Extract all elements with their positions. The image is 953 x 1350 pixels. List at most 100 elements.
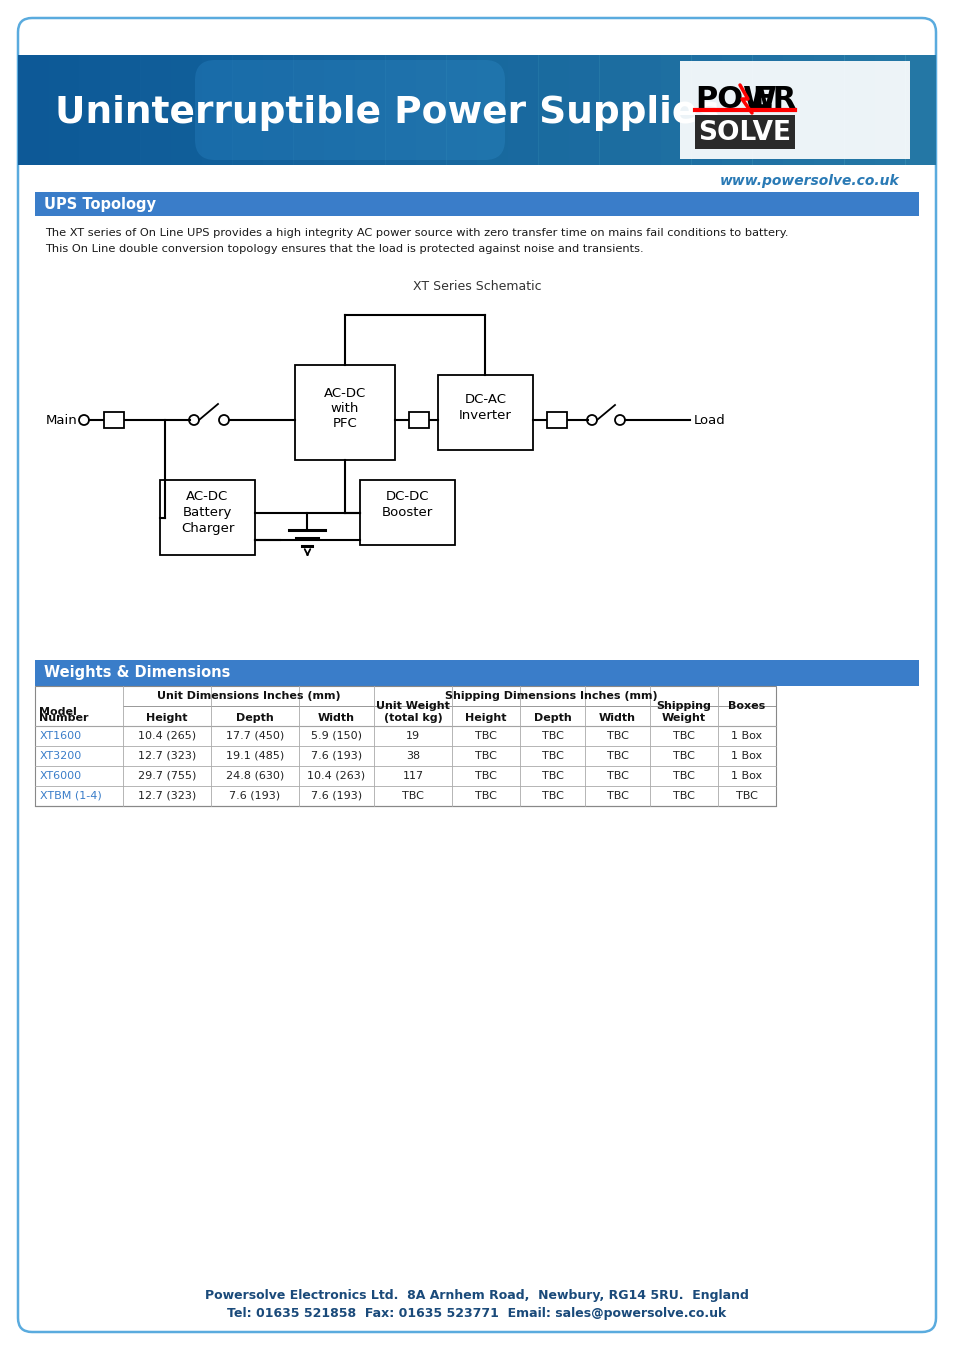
- Bar: [546, 412, 566, 428]
- Text: DC-DC: DC-DC: [385, 490, 429, 504]
- Text: SOLVE: SOLVE: [698, 120, 791, 146]
- Text: TBC: TBC: [673, 730, 694, 741]
- Text: 1 Box: 1 Box: [731, 730, 761, 741]
- Bar: [35, 660, 918, 686]
- Bar: [110, 55, 141, 165]
- Text: AC-DC: AC-DC: [323, 387, 366, 400]
- Text: This On Line double conversion topology ensures that the load is protected again: This On Line double conversion topology …: [45, 244, 643, 254]
- Text: TBC: TBC: [541, 771, 563, 782]
- FancyBboxPatch shape: [18, 18, 935, 1332]
- Text: Uninterruptible Power Supplies: Uninterruptible Power Supplies: [55, 95, 719, 131]
- Text: 12.7 (323): 12.7 (323): [138, 791, 196, 801]
- Bar: [35, 686, 775, 806]
- Text: DC-AC: DC-AC: [464, 393, 506, 406]
- Bar: [659, 55, 691, 165]
- Bar: [752, 55, 782, 165]
- Text: 10.4 (263): 10.4 (263): [307, 771, 365, 782]
- Bar: [201, 55, 233, 165]
- Text: www.powersolve.co.uk: www.powersolve.co.uk: [720, 174, 899, 188]
- Bar: [679, 61, 909, 159]
- Text: TBC: TBC: [606, 751, 628, 761]
- Bar: [537, 55, 569, 165]
- Text: TBC: TBC: [606, 791, 628, 801]
- Bar: [49, 55, 79, 165]
- Bar: [385, 55, 416, 165]
- Bar: [18, 55, 935, 165]
- Text: XTBM (1-4): XTBM (1-4): [40, 791, 102, 801]
- Text: Powersolve Electronics Ltd.  8A Arnhem Road,  Newbury, RG14 5RU.  England: Powersolve Electronics Ltd. 8A Arnhem Ro…: [205, 1289, 748, 1303]
- Text: TBC: TBC: [541, 730, 563, 741]
- Text: Shipping Dimensions Inches (mm): Shipping Dimensions Inches (mm): [444, 691, 657, 701]
- Text: ER: ER: [751, 85, 796, 113]
- Text: Width: Width: [598, 713, 636, 724]
- Text: Height: Height: [465, 713, 506, 724]
- Text: XT Series Schematic: XT Series Schematic: [413, 279, 540, 293]
- Text: AC-DC: AC-DC: [186, 490, 229, 504]
- Text: Load: Load: [693, 413, 725, 427]
- Text: The XT series of On Line UPS provides a high integrity AC power source with zero: The XT series of On Line UPS provides a …: [45, 228, 788, 238]
- Bar: [294, 364, 395, 460]
- Bar: [171, 55, 202, 165]
- Text: Depth: Depth: [533, 713, 571, 724]
- Bar: [294, 55, 324, 165]
- Text: Inverter: Inverter: [458, 409, 512, 423]
- Text: 29.7 (755): 29.7 (755): [137, 771, 196, 782]
- Text: 12.7 (323): 12.7 (323): [138, 751, 196, 761]
- Bar: [568, 55, 599, 165]
- Text: Boxes: Boxes: [727, 701, 765, 711]
- Bar: [18, 55, 49, 165]
- Bar: [35, 192, 918, 216]
- Text: TBC: TBC: [541, 751, 563, 761]
- Text: TBC: TBC: [673, 771, 694, 782]
- Text: POW: POW: [695, 85, 776, 113]
- FancyBboxPatch shape: [194, 59, 504, 161]
- Bar: [695, 115, 794, 148]
- Text: TBC: TBC: [475, 751, 497, 761]
- Bar: [904, 55, 936, 165]
- Text: Model: Model: [39, 707, 76, 717]
- Text: 7.6 (193): 7.6 (193): [311, 791, 362, 801]
- Text: TBC: TBC: [736, 791, 757, 801]
- Text: Unit Weight: Unit Weight: [375, 701, 450, 711]
- Text: Battery: Battery: [183, 506, 232, 518]
- Bar: [813, 55, 843, 165]
- Bar: [140, 55, 172, 165]
- Bar: [507, 55, 538, 165]
- Text: 17.7 (450): 17.7 (450): [226, 730, 284, 741]
- Bar: [262, 55, 294, 165]
- Text: 1 Box: 1 Box: [731, 771, 761, 782]
- Text: TBC: TBC: [673, 751, 694, 761]
- Text: 24.8 (630): 24.8 (630): [226, 771, 284, 782]
- Text: Booster: Booster: [381, 506, 433, 518]
- Bar: [104, 412, 124, 428]
- Text: TBC: TBC: [475, 771, 497, 782]
- Text: TBC: TBC: [475, 791, 497, 801]
- Text: Main: Main: [46, 413, 78, 427]
- Text: TBC: TBC: [606, 730, 628, 741]
- Text: 7.6 (193): 7.6 (193): [311, 751, 362, 761]
- Bar: [598, 55, 630, 165]
- Text: Number: Number: [39, 713, 89, 724]
- Bar: [232, 55, 263, 165]
- Text: PFC: PFC: [333, 417, 357, 431]
- Text: 10.4 (265): 10.4 (265): [138, 730, 196, 741]
- Bar: [355, 55, 385, 165]
- Text: 38: 38: [406, 751, 419, 761]
- Text: Charger: Charger: [181, 522, 233, 535]
- Bar: [691, 55, 721, 165]
- Bar: [437, 375, 533, 450]
- Text: TBC: TBC: [401, 791, 423, 801]
- Text: Shipping: Shipping: [656, 701, 711, 711]
- Bar: [843, 55, 874, 165]
- Text: 19.1 (485): 19.1 (485): [226, 751, 284, 761]
- Text: Weight: Weight: [661, 713, 705, 724]
- Text: 117: 117: [402, 771, 423, 782]
- Bar: [874, 55, 904, 165]
- Bar: [160, 481, 254, 555]
- Bar: [629, 55, 660, 165]
- Text: TBC: TBC: [673, 791, 694, 801]
- Bar: [721, 55, 752, 165]
- Bar: [324, 55, 355, 165]
- Text: Height: Height: [146, 713, 188, 724]
- Bar: [782, 55, 813, 165]
